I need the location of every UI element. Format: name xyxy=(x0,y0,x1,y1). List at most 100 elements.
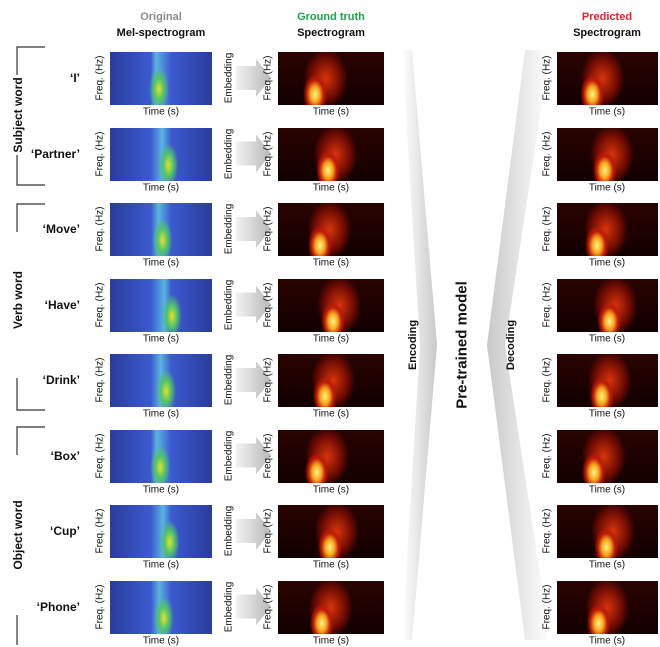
word-label: ‘Phone’ xyxy=(37,600,80,614)
column-header: Spectrogram xyxy=(573,27,641,39)
mel-spectrogram xyxy=(110,430,212,483)
column-header: Original xyxy=(140,11,182,23)
freq-label: Freq. (Hz) xyxy=(542,282,553,327)
word-label: ‘Partner’ xyxy=(31,147,80,161)
time-label: Time (s) xyxy=(313,484,349,495)
time-label: Time (s) xyxy=(589,107,625,118)
mel-spectrogram xyxy=(110,354,212,407)
column-header: Spectrogram xyxy=(297,27,365,39)
time-label: Time (s) xyxy=(589,484,625,495)
embedding-label: Embedding xyxy=(224,506,235,557)
time-label: Time (s) xyxy=(313,635,349,646)
freq-label: Freq. (Hz) xyxy=(542,358,553,403)
freq-label: Freq. (Hz) xyxy=(95,584,106,629)
freq-label: Freq. (Hz) xyxy=(95,433,106,478)
time-label: Time (s) xyxy=(313,107,349,118)
embedding-label: Embedding xyxy=(224,204,235,255)
freq-label: Freq. (Hz) xyxy=(263,207,274,252)
freq-label: Freq. (Hz) xyxy=(263,282,274,327)
time-label: Time (s) xyxy=(143,107,179,118)
freq-label: Freq. (Hz) xyxy=(263,433,274,478)
freq-label: Freq. (Hz) xyxy=(542,433,553,478)
freq-label: Freq. (Hz) xyxy=(95,358,106,403)
encoding-label: Encoding xyxy=(407,320,419,370)
freq-label: Freq. (Hz) xyxy=(542,56,553,101)
time-label: Time (s) xyxy=(589,635,625,646)
predicted-spectrogram xyxy=(557,52,658,105)
embedding-label: Embedding xyxy=(224,279,235,330)
decoding-label: Decoding xyxy=(505,320,517,370)
freq-label: Freq. (Hz) xyxy=(542,131,553,176)
time-label: Time (s) xyxy=(143,182,179,193)
time-label: Time (s) xyxy=(143,635,179,646)
predicted-spectrogram xyxy=(557,279,658,332)
word-label: ‘Have’ xyxy=(45,298,80,312)
embedding-label: Embedding xyxy=(224,581,235,632)
freq-label: Freq. (Hz) xyxy=(542,207,553,252)
word-label: ‘Box’ xyxy=(51,449,80,463)
ground-truth-spectrogram xyxy=(278,279,384,332)
freq-label: Freq. (Hz) xyxy=(263,56,274,101)
predicted-spectrogram xyxy=(557,128,658,181)
time-label: Time (s) xyxy=(313,258,349,269)
freq-label: Freq. (Hz) xyxy=(542,509,553,554)
time-label: Time (s) xyxy=(143,258,179,269)
time-label: Time (s) xyxy=(313,560,349,571)
ground-truth-spectrogram xyxy=(278,505,384,558)
time-label: Time (s) xyxy=(313,182,349,193)
time-label: Time (s) xyxy=(143,560,179,571)
freq-label: Freq. (Hz) xyxy=(95,509,106,554)
ground-truth-spectrogram xyxy=(278,52,384,105)
freq-label: Freq. (Hz) xyxy=(542,584,553,629)
mel-spectrogram xyxy=(110,505,212,558)
time-label: Time (s) xyxy=(143,484,179,495)
freq-label: Freq. (Hz) xyxy=(95,207,106,252)
embedding-label: Embedding xyxy=(224,430,235,481)
time-label: Time (s) xyxy=(589,409,625,420)
mel-spectrogram xyxy=(110,128,212,181)
mel-spectrogram xyxy=(110,203,212,256)
time-label: Time (s) xyxy=(143,333,179,344)
time-label: Time (s) xyxy=(143,409,179,420)
word-label: ‘I’ xyxy=(70,71,80,85)
group-label: Subject word xyxy=(11,77,25,152)
ground-truth-spectrogram xyxy=(278,581,384,634)
mel-spectrogram xyxy=(110,581,212,634)
model-label: Pre-trained model xyxy=(454,281,471,409)
predicted-spectrogram xyxy=(557,581,658,634)
freq-label: Freq. (Hz) xyxy=(95,282,106,327)
word-label: ‘Move’ xyxy=(43,222,80,236)
freq-label: Freq. (Hz) xyxy=(263,131,274,176)
time-label: Time (s) xyxy=(589,258,625,269)
word-label: ‘Cup’ xyxy=(50,524,80,538)
time-label: Time (s) xyxy=(589,560,625,571)
embedding-label: Embedding xyxy=(224,53,235,104)
time-label: Time (s) xyxy=(313,409,349,420)
embedding-label: Embedding xyxy=(224,355,235,406)
ground-truth-spectrogram xyxy=(278,128,384,181)
group-label: Object word xyxy=(11,500,25,569)
ground-truth-spectrogram xyxy=(278,203,384,256)
freq-label: Freq. (Hz) xyxy=(263,358,274,403)
time-label: Time (s) xyxy=(589,333,625,344)
time-label: Time (s) xyxy=(313,333,349,344)
word-label: ‘Drink’ xyxy=(43,373,80,387)
predicted-spectrogram xyxy=(557,203,658,256)
predicted-spectrogram xyxy=(557,505,658,558)
predicted-spectrogram xyxy=(557,354,658,407)
mel-spectrogram xyxy=(110,52,212,105)
mel-spectrogram xyxy=(110,279,212,332)
freq-label: Freq. (Hz) xyxy=(95,56,106,101)
embedding-label: Embedding xyxy=(224,128,235,179)
column-header: Predicted xyxy=(582,11,632,23)
column-header: Ground truth xyxy=(297,11,365,23)
ground-truth-spectrogram xyxy=(278,354,384,407)
column-header: Mel-spectrogram xyxy=(117,27,206,39)
group-label: Verb word xyxy=(11,271,25,329)
time-label: Time (s) xyxy=(589,182,625,193)
freq-label: Freq. (Hz) xyxy=(95,131,106,176)
figure: Original Mel-spectrogram Ground truth Spect… xyxy=(0,0,660,647)
freq-label: Freq. (Hz) xyxy=(263,584,274,629)
freq-label: Freq. (Hz) xyxy=(263,509,274,554)
predicted-spectrogram xyxy=(557,430,658,483)
